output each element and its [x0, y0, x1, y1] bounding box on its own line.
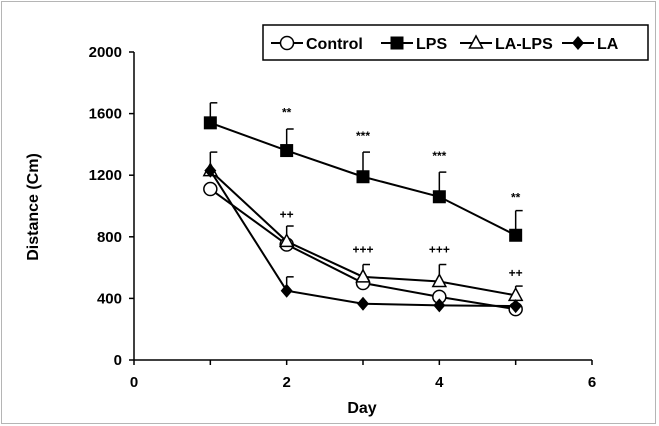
significance-label: ** — [511, 190, 521, 204]
series-lps — [203, 102, 523, 242]
legend-item-control: Control — [271, 35, 363, 53]
data-point-triangle — [278, 232, 295, 248]
significance-label: ** — [282, 106, 292, 120]
series-la — [204, 163, 522, 314]
legend-item-lps: LPS — [381, 36, 447, 53]
y-tick-label: 1600 — [89, 106, 122, 123]
data-point-square — [432, 190, 446, 204]
data-point-diamond — [357, 296, 369, 311]
x-tick-label: 4 — [435, 374, 444, 391]
y-axis-label: Distance (Cm) — [25, 153, 42, 261]
x-tick-label: 0 — [130, 374, 138, 391]
data-point-triangle — [468, 34, 484, 49]
data-point-square — [356, 170, 370, 184]
legend-item-la-lps: LA-LPS — [460, 34, 553, 53]
data-point-diamond — [509, 299, 522, 314]
data-point-square — [203, 116, 217, 130]
significance-label: +++ — [429, 243, 450, 257]
x-tick-label: 6 — [588, 374, 596, 391]
data-point-circle — [279, 35, 295, 51]
legend-label: LA — [597, 36, 619, 53]
data-point-diamond — [204, 163, 217, 178]
data-point-square — [509, 228, 523, 242]
significance-label: ++ — [509, 266, 523, 280]
data-point-diamond — [572, 36, 584, 50]
legend-label: LA-LPS — [495, 36, 553, 53]
y-tick-label: 0 — [114, 352, 122, 369]
significance-label: +++ — [352, 243, 373, 257]
data-point-circle — [203, 181, 218, 197]
significance-label: *** — [432, 149, 446, 163]
series-group — [202, 102, 524, 317]
series-la-lps — [202, 151, 524, 302]
data-point-square — [390, 36, 404, 50]
data-point-triangle — [355, 268, 371, 283]
data-point-triangle — [431, 272, 448, 288]
data-point-diamond — [433, 298, 446, 313]
y-tick-label: 400 — [97, 290, 122, 307]
tick-labels: 0 400 800 1200 1600 2000 0 2 4 6 — [89, 44, 597, 391]
data-point-diamond — [280, 283, 293, 298]
x-axis-label: Day — [347, 400, 376, 417]
legend: Control LPS LA-LPS LA — [262, 24, 649, 61]
legend-label: LPS — [416, 36, 447, 53]
x-tick-label: 2 — [282, 374, 290, 391]
axes — [129, 51, 593, 365]
legend-label: Control — [306, 36, 363, 53]
legend-item-la: LA — [562, 36, 619, 53]
y-tick-label: 800 — [97, 229, 122, 246]
data-point-square — [280, 144, 294, 158]
significance-label: *** — [356, 129, 370, 143]
significance-label: ++ — [280, 207, 294, 221]
y-tick-label: 1200 — [89, 167, 122, 184]
y-tick-label: 2000 — [89, 44, 122, 61]
significance-annotations: **********+++++ +++++ — [280, 106, 523, 280]
